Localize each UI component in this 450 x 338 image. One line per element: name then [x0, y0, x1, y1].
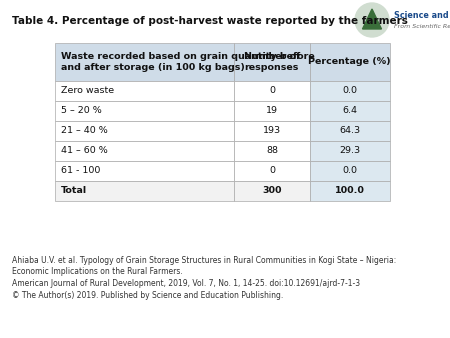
Text: 6.4: 6.4	[342, 106, 357, 116]
Text: 61 - 100: 61 - 100	[61, 167, 100, 175]
Text: 29.3: 29.3	[339, 146, 360, 155]
Text: 300: 300	[262, 187, 282, 195]
Text: American Journal of Rural Development, 2019, Vol. 7, No. 1, 14-25. doi:10.12691/: American Journal of Rural Development, 2…	[12, 279, 360, 288]
Text: 0: 0	[269, 87, 275, 96]
Text: From Scientific Research to Knowledge: From Scientific Research to Knowledge	[394, 24, 450, 29]
Bar	[55, 101, 234, 121]
Text: 19: 19	[266, 106, 278, 116]
Text: 0.0: 0.0	[342, 167, 357, 175]
Bar	[234, 141, 310, 161]
Text: Science and Education Publishing: Science and Education Publishing	[394, 10, 450, 20]
Bar	[55, 121, 234, 141]
Bar	[55, 141, 234, 161]
Bar	[55, 181, 234, 201]
Text: Table 4. Percentage of post-harvest waste reported by the farmers: Table 4. Percentage of post-harvest wast…	[12, 16, 408, 26]
Text: Zero waste: Zero waste	[61, 87, 114, 96]
Circle shape	[355, 3, 389, 37]
Bar	[234, 81, 310, 101]
Text: 41 – 60 %: 41 – 60 %	[61, 146, 108, 155]
Bar	[310, 101, 390, 121]
Text: 0: 0	[269, 167, 275, 175]
Text: Waste recorded based on grain quantity before
and after storage (in 100 kg bags): Waste recorded based on grain quantity b…	[61, 52, 315, 72]
Text: 0.0: 0.0	[342, 87, 357, 96]
Text: 193: 193	[263, 126, 281, 136]
Text: 5 – 20 %: 5 – 20 %	[61, 106, 102, 116]
Text: Percentage (%): Percentage (%)	[309, 57, 391, 67]
Bar	[310, 181, 390, 201]
Polygon shape	[363, 9, 382, 29]
Text: 21 – 40 %: 21 – 40 %	[61, 126, 108, 136]
Bar	[234, 101, 310, 121]
Bar	[310, 141, 390, 161]
Bar	[55, 81, 234, 101]
Bar	[310, 161, 390, 181]
Bar	[310, 81, 390, 101]
Text: 88: 88	[266, 146, 278, 155]
Bar	[234, 181, 310, 201]
Text: 100.0: 100.0	[335, 187, 365, 195]
Bar	[310, 43, 390, 81]
Text: 64.3: 64.3	[339, 126, 360, 136]
Bar	[310, 121, 390, 141]
Bar	[55, 43, 234, 81]
Bar	[234, 121, 310, 141]
Text: Ahiaba U.V. et al. Typology of Grain Storage Structures in Rural Communities in : Ahiaba U.V. et al. Typology of Grain Sto…	[12, 256, 396, 265]
Text: Number of
responses: Number of responses	[244, 52, 300, 72]
Text: Economic Implications on the Rural Farmers.: Economic Implications on the Rural Farme…	[12, 267, 183, 276]
Text: © The Author(s) 2019. Published by Science and Education Publishing.: © The Author(s) 2019. Published by Scien…	[12, 290, 283, 299]
Bar	[234, 161, 310, 181]
Bar	[55, 161, 234, 181]
Bar	[234, 43, 310, 81]
Text: Total: Total	[61, 187, 87, 195]
